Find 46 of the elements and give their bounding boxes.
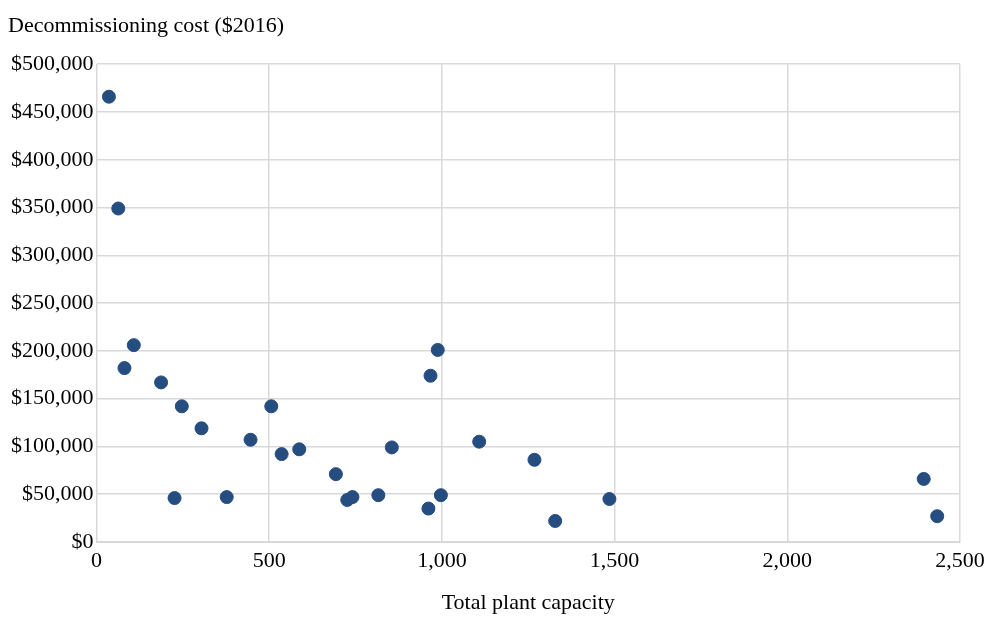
point [345,490,360,505]
y-tick-label: $400,000 [11,145,94,171]
point [111,201,126,216]
y-tick-label: $150,000 [11,384,94,410]
x-tick-label: 1,500 [589,546,640,572]
y-tick-label: $500,000 [11,49,94,75]
point [219,490,234,505]
y-tick-label: $0 [71,527,94,553]
point [433,488,448,503]
y-tick-label: $50,000 [22,480,94,505]
point [384,440,399,455]
point [264,399,279,414]
y-tick-label: $350,000 [11,193,94,219]
x-tick-label: 500 [252,546,286,572]
point [371,488,386,503]
y-tick-label: $300,000 [11,241,94,267]
point [548,513,563,528]
point [930,509,945,524]
x-tick-label: 1,000 [417,546,467,572]
point [167,491,182,506]
point [174,399,189,414]
point [117,361,132,376]
point [292,442,307,457]
y-axis-title: Decommissioning cost ($2016) [8,11,286,39]
point [430,342,445,357]
point [101,89,116,104]
x-tick-label: 2,500 [935,546,985,572]
point [527,452,542,467]
x-axis-title: Total plant capacity [441,588,615,614]
point [328,467,343,482]
point [194,421,209,436]
y-tick-label: $100,000 [11,432,94,458]
y-tick-label: $200,000 [11,336,94,362]
y-tick-label: $450,000 [11,97,94,123]
point [602,492,617,506]
point [472,434,487,449]
x-tick-label: 2,000 [762,546,813,572]
point [274,447,289,462]
point [916,471,931,486]
point [243,432,258,447]
point [423,368,438,383]
x-tick-label: 0 [91,546,102,572]
point [154,375,169,390]
point [126,338,141,353]
point [421,501,436,516]
y-tick-label: $250,000 [11,288,94,314]
